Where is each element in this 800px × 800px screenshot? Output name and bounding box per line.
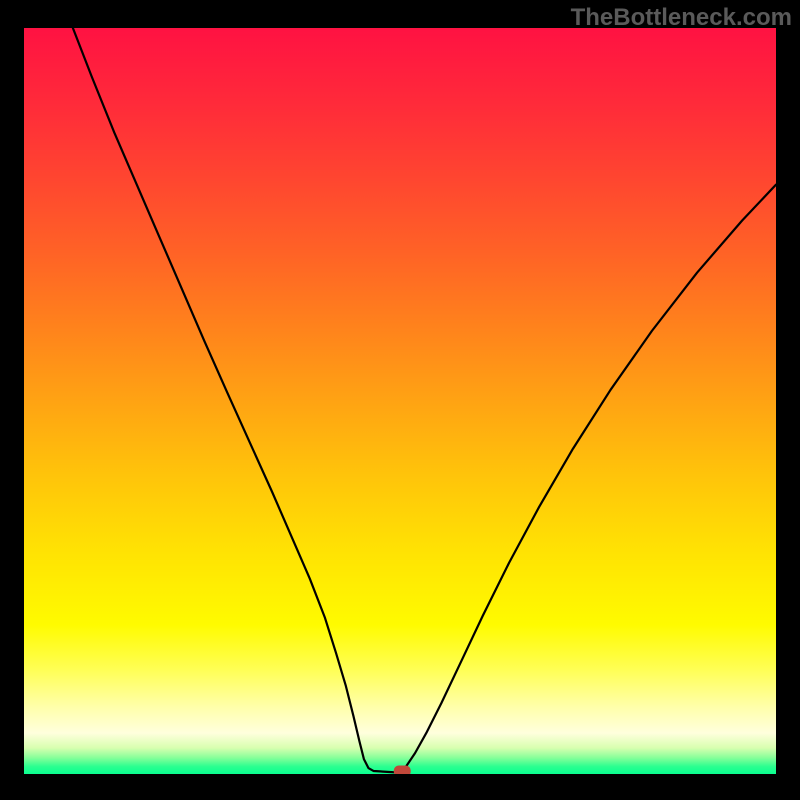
- gradient-background: [24, 28, 776, 774]
- plot-area: [24, 28, 776, 774]
- chart-root: TheBottleneck.com: [0, 0, 800, 800]
- bottleneck-marker: [394, 766, 411, 774]
- watermark-label: TheBottleneck.com: [571, 4, 792, 32]
- chart-svg: [24, 28, 776, 774]
